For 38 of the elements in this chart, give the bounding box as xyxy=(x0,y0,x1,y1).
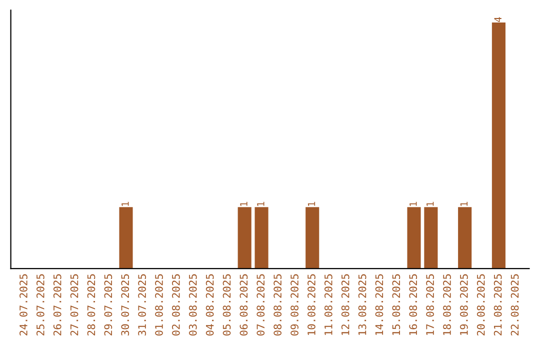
x-tick-label: 08.08.2025 xyxy=(274,274,282,336)
x-tick-label: 10.08.2025 xyxy=(308,274,316,335)
x-tick-label: 15.08.2025 xyxy=(392,274,400,335)
x-tick-label: 29.07.2025 xyxy=(104,274,112,336)
x-tick-label: 24.07.2025 xyxy=(20,274,28,336)
x-tick-label: 14.08.2025 xyxy=(375,274,384,335)
data-label: 1 xyxy=(308,202,316,206)
x-tick-label: 01.08.2025 xyxy=(155,274,163,336)
x-tick-label: 11.08.2025 xyxy=(324,274,332,335)
x-tick-label: 28.07.2025 xyxy=(87,274,96,336)
x-tick-label: 09.08.2025 xyxy=(290,274,298,336)
x-tick-label: 12.08.2025 xyxy=(341,274,350,335)
x-tick-label: 07.08.2025 xyxy=(256,274,265,336)
data-label: 1 xyxy=(257,202,264,206)
x-tick-label: 30.07.2025 xyxy=(121,274,130,336)
data-label: 1 xyxy=(410,202,417,206)
x-tick-label: 04.08.2025 xyxy=(206,274,214,336)
x-tick-label: 05.08.2025 xyxy=(222,274,231,336)
data-label: 4 xyxy=(494,17,502,22)
x-tick-label: 25.07.2025 xyxy=(36,274,44,336)
x-tick-label: 27.07.2025 xyxy=(70,274,78,336)
x-tick-label: 17.08.2025 xyxy=(426,274,434,335)
x-tick-label: 26.07.2025 xyxy=(53,274,62,336)
x-tick-label: 16.08.2025 xyxy=(409,274,418,335)
data-label: 1 xyxy=(426,202,434,206)
data-label: 1 xyxy=(240,202,248,206)
x-tick-label: 13.08.2025 xyxy=(358,274,366,335)
x-tick-label: 18.08.2025 xyxy=(443,274,451,335)
x-tick-label: 20.08.2025 xyxy=(476,274,485,336)
x-tick-label: 03.08.2025 xyxy=(188,274,197,336)
x-tick-label: 19.08.2025 xyxy=(460,274,468,335)
x-tick-label: 06.08.2025 xyxy=(240,274,248,336)
data-label: 1 xyxy=(122,202,129,206)
x-tick-label: 21.08.2025 xyxy=(494,274,502,336)
data-label: 1 xyxy=(460,202,468,206)
x-tick-label: 02.08.2025 xyxy=(172,274,180,336)
x-tick-label: 22.08.2025 xyxy=(510,274,519,336)
x-tick-label: 31.07.2025 xyxy=(138,274,146,336)
